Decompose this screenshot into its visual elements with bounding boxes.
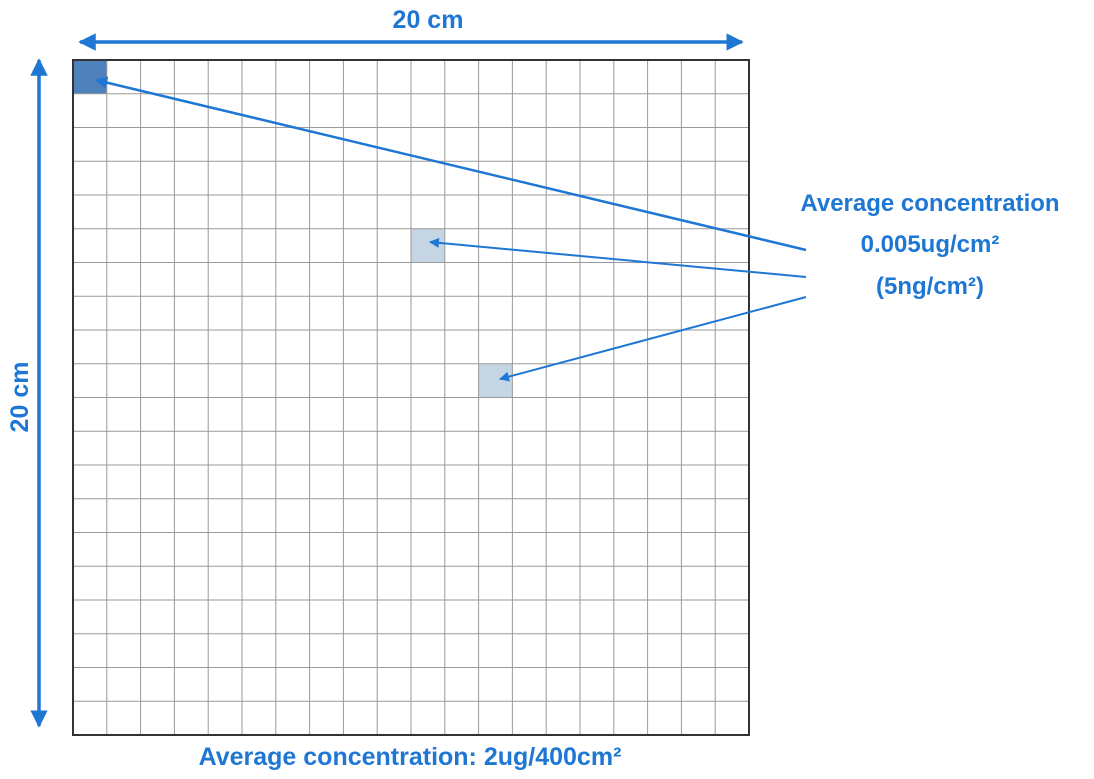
highlighted-cell (411, 228, 445, 263)
height-dimension-label: 20 cm (6, 362, 34, 433)
highlighted-cell (478, 363, 513, 398)
callout-title: Average concentration (800, 190, 1059, 217)
width-dimension-label: 20 cm (393, 6, 464, 34)
callout-arrow-middle-cell (429, 237, 807, 278)
callout-arrow-lower-cell (499, 296, 807, 382)
grid-lines (73, 60, 749, 735)
callout-value-ug: 0.005ug/cm² (861, 231, 1000, 258)
bottom-caption: Average concentration: 2ug/400cm² (199, 743, 622, 771)
highlighted-cell (73, 60, 107, 94)
grid-border (72, 59, 750, 736)
callout-value-ng: (5ng/cm²) (876, 273, 984, 300)
callout-arrow-top-left-cell (94, 76, 807, 252)
